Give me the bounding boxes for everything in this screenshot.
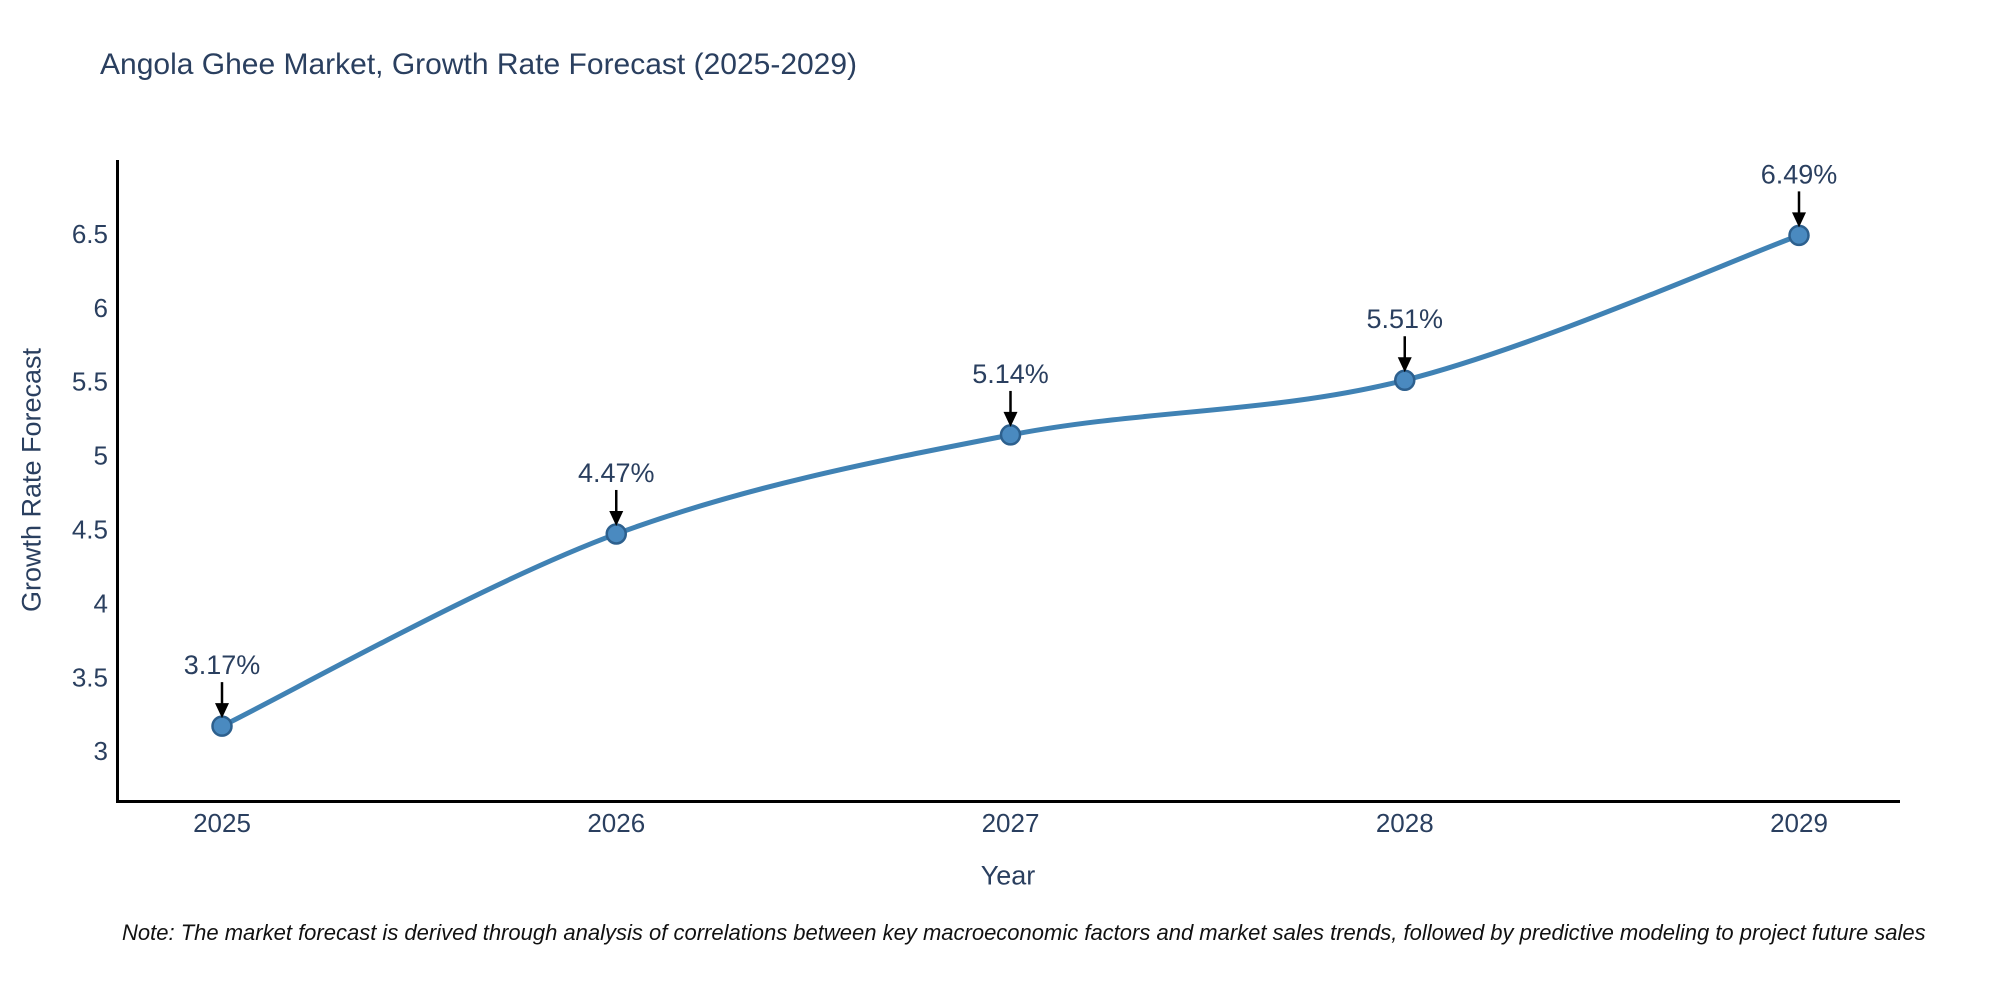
forecast-line — [219, 232, 1802, 729]
data-point-label: 6.49% — [1761, 159, 1838, 189]
annotation-arrow-head — [609, 510, 624, 526]
annotation-arrow-head — [215, 703, 229, 719]
chart-title: Angola Ghee Market, Growth Rate Forecast… — [100, 48, 858, 81]
y-tick-label: 4.5 — [72, 515, 108, 545]
x-tick-label: 2029 — [1770, 808, 1828, 838]
y-tick-label: 6 — [94, 293, 108, 323]
x-axis-title: Year — [980, 860, 1036, 891]
data-point-marker — [605, 523, 627, 545]
data-point-label: 5.14% — [972, 359, 1049, 389]
x-tick-label: 2026 — [587, 808, 645, 838]
x-tick-label: 2028 — [1376, 808, 1434, 838]
y-tick-label: 3 — [94, 736, 108, 766]
y-tick-label: 5.5 — [72, 367, 108, 397]
y-tick-label: 4 — [94, 588, 108, 618]
data-point-label: 3.17% — [184, 650, 261, 680]
data-point-marker — [1788, 224, 1810, 247]
x-tick-label: 2027 — [982, 808, 1040, 838]
annotation-arrow-head — [1003, 411, 1018, 427]
data-point-marker — [1394, 369, 1416, 391]
footnote: Note: The market forecast is derived thr… — [122, 920, 1926, 945]
data-point-marker — [999, 424, 1022, 446]
x-tick-label: 2025 — [193, 808, 251, 838]
data-point-label: 5.51% — [1366, 304, 1443, 334]
annotation-arrow-head — [1397, 357, 1412, 373]
y-tick-label: 5 — [94, 441, 108, 471]
annotation-arrow-head — [1792, 212, 1806, 228]
y-tick-label: 6.5 — [72, 219, 108, 249]
y-tick-label: 3.5 — [72, 662, 108, 692]
data-point-marker — [211, 715, 233, 737]
data-point-label: 4.47% — [578, 458, 655, 488]
